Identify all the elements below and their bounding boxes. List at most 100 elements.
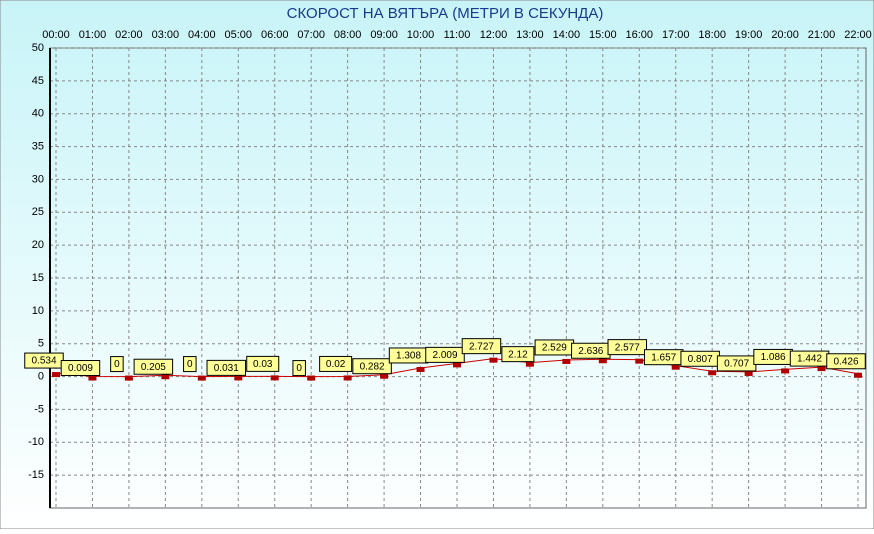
value-label-box [319,355,353,372]
value-label: 2.577 [615,342,640,353]
marker [234,375,243,381]
marker [52,372,60,378]
y-tick-label: 0 [38,370,44,382]
x-tick-label: 14:00 [553,29,581,41]
value-label: 0.807 [688,354,713,365]
y-tick-label: -5 [34,403,44,415]
y-tick-label: 25 [32,206,44,218]
value-label: 1.308 [396,351,421,362]
x-tick-label: 02:00 [115,29,143,41]
marker [161,374,170,380]
y-tick-label: 40 [32,108,44,120]
value-label: 0 [187,359,193,370]
x-tick-label: 20:00 [771,29,799,41]
marker [781,368,790,374]
marker [88,375,97,381]
value-label-box [110,356,124,373]
x-tick-label: 01:00 [79,29,107,41]
value-label-box [206,359,247,376]
x-tick-label: 03:00 [152,29,180,41]
value-label: 2.636 [578,346,603,357]
x-tick-label: 12:00 [480,29,508,41]
y-tick-label: 30 [32,173,44,185]
value-label-box [292,360,306,377]
marker [671,364,680,370]
value-label-box [183,356,197,373]
marker [708,370,717,376]
x-tick-label: 00:00 [42,29,70,41]
value-label-box [607,339,648,356]
marker [598,358,607,364]
marker [343,375,352,381]
x-tick-label: 07:00 [297,29,325,41]
y-tick-label: 35 [32,140,44,152]
value-label: 0.009 [68,363,93,374]
value-label: 2.009 [432,350,457,361]
value-label-box [501,346,535,363]
marker [270,375,279,381]
y-tick-label: -15 [28,469,44,481]
marker [635,358,644,364]
value-label: 0.031 [214,363,239,374]
marker [307,375,316,381]
value-label: 0.282 [360,361,385,372]
x-tick-label: 13:00 [516,29,544,41]
value-label: 0.707 [724,359,749,370]
x-tick-label: 09:00 [370,29,398,41]
y-tick-label: 5 [38,338,44,350]
x-tick-label: 04:00 [188,29,216,41]
y-tick-label: 45 [32,75,44,87]
x-tick-label: 15:00 [589,29,617,41]
value-label: 1.442 [797,354,822,365]
x-tick-label: 05:00 [225,29,253,41]
value-label-box [246,355,280,372]
x-tick-label: 16:00 [626,29,654,41]
value-label: 0.03 [253,359,273,370]
marker [197,375,206,381]
x-tick-label: 17:00 [662,29,690,41]
marker [854,372,862,378]
value-label: 0.426 [833,356,858,367]
marker [380,373,389,379]
marker [124,375,133,381]
y-tick-label: 20 [32,239,44,251]
y-tick-label: 10 [32,305,44,317]
marker [525,361,534,367]
x-tick-label: 18:00 [698,29,726,41]
value-label: 1.086 [761,352,786,363]
x-tick-label: 06:00 [261,29,289,41]
value-label: 1.657 [651,352,676,363]
x-tick-label: 11:00 [444,29,471,41]
x-tick-label: 10:00 [407,29,435,41]
value-label-box [425,346,465,363]
value-label: 0 [114,359,120,370]
value-label: 0.534 [31,356,56,367]
marker [489,357,498,363]
x-tick-label: 08:00 [334,29,362,41]
value-label: 2.727 [469,341,494,352]
marker [744,370,753,376]
value-label-box [826,353,866,370]
value-label-box [352,358,392,375]
marker [562,358,571,364]
x-tick-label: 19:00 [735,29,763,41]
y-tick-label: 15 [32,272,44,284]
chart-title: СКОРОСТ НА ВЯТЪРА (МЕТРИ В СЕКУНДА) [287,5,604,22]
value-label-box [461,338,502,355]
value-label-box [60,360,101,377]
x-tick-label: 22:00 [844,29,872,41]
value-label: 0.02 [326,359,346,370]
marker [416,366,425,372]
marker [453,362,461,368]
value-label: 2.12 [508,349,528,360]
value-label-box [133,358,174,375]
value-label: 0 [296,363,302,374]
y-tick-label: -10 [28,436,44,448]
value-label: 2.529 [542,343,567,354]
marker [817,366,826,372]
value-label: 0.205 [141,362,166,373]
y-tick-label: 50 [32,42,44,54]
x-tick-label: 21:00 [808,29,836,41]
